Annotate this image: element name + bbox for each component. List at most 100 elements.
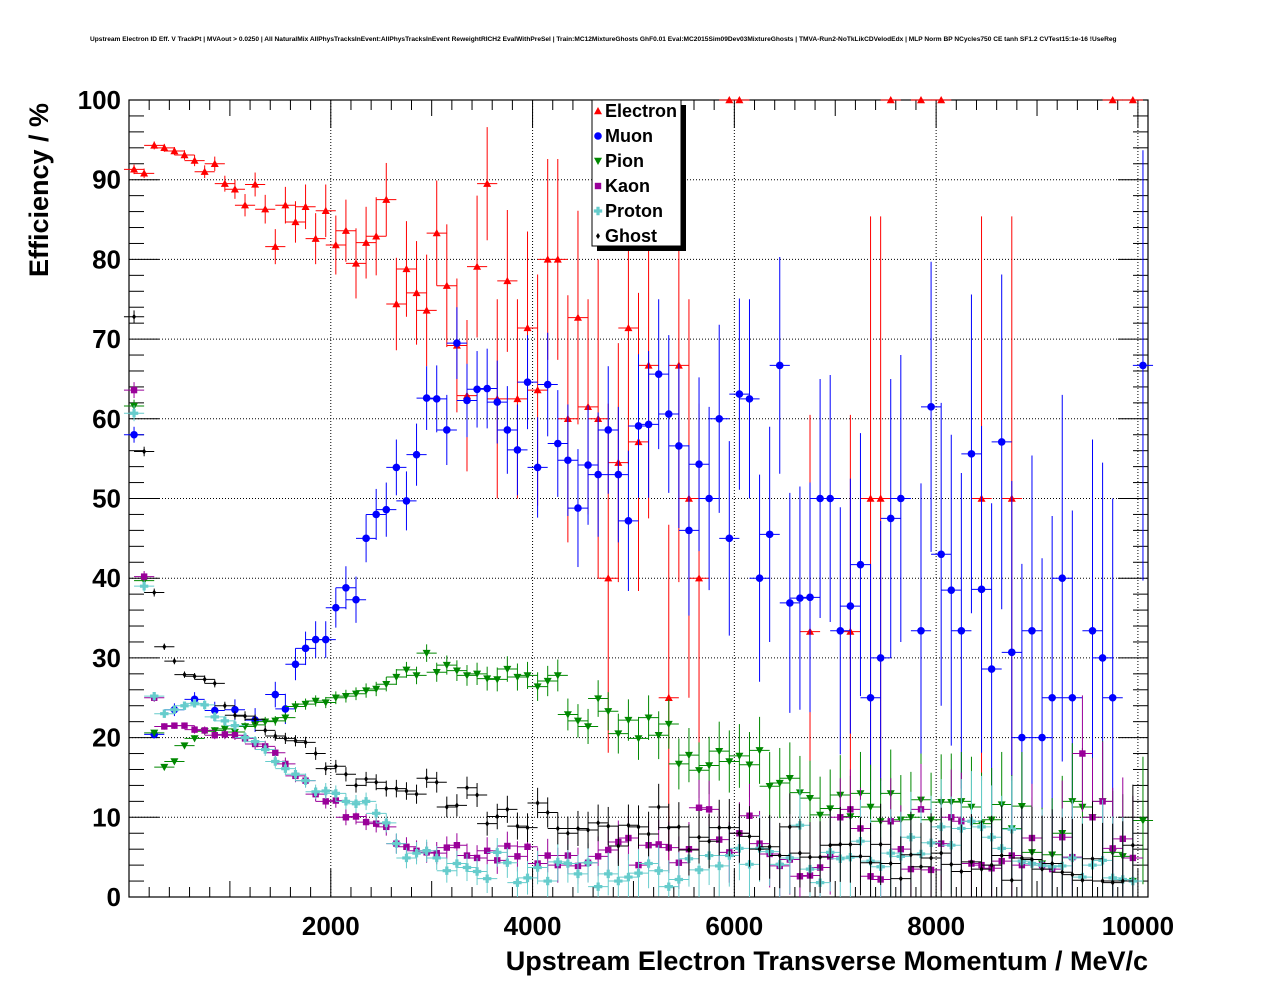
- data-point: [404, 787, 409, 794]
- series-ghost: [123, 310, 1143, 897]
- data-point: [271, 717, 280, 725]
- data-point: [846, 602, 855, 610]
- data-point: [453, 841, 461, 849]
- data-point: [212, 680, 217, 687]
- data-point: [505, 806, 510, 813]
- data-point: [636, 823, 641, 830]
- y-axis-title: Efficiency / %: [24, 103, 54, 277]
- data-point: [503, 665, 512, 674]
- y-tick-label: 70: [92, 324, 121, 354]
- data-point: [594, 470, 602, 479]
- data-point: [755, 747, 764, 755]
- data-point: [362, 238, 371, 246]
- data-point: [876, 654, 885, 662]
- data-point: [684, 751, 693, 760]
- x-tick-label: 10000: [1102, 911, 1174, 941]
- data-point: [695, 804, 703, 811]
- data-point: [897, 494, 905, 503]
- data-point: [352, 259, 361, 267]
- data-point: [816, 811, 825, 819]
- data-point: [139, 581, 149, 591]
- legend: Electron Muon Pion Kaon Proton Ghost: [591, 99, 686, 251]
- data-point: [453, 339, 461, 347]
- data-point: [485, 820, 490, 827]
- data-point: [321, 635, 330, 644]
- x-tick-label: 8000: [907, 911, 965, 941]
- data-point: [535, 799, 540, 806]
- data-point: [806, 593, 814, 602]
- data-point: [989, 862, 994, 869]
- data-point: [1139, 361, 1147, 370]
- legend-label-electron: Electron: [605, 101, 677, 121]
- data-point: [563, 711, 572, 719]
- data-point: [674, 875, 684, 884]
- data-point: [341, 692, 350, 701]
- data-point: [464, 784, 469, 791]
- data-point: [412, 848, 421, 858]
- data-point: [947, 586, 956, 594]
- data-point: [705, 762, 714, 770]
- data-point: [442, 866, 452, 875]
- data-point: [939, 850, 944, 857]
- data-point: [624, 517, 633, 525]
- data-point: [130, 165, 139, 173]
- data-point: [573, 869, 583, 879]
- data-point: [271, 242, 280, 250]
- data-point: [614, 470, 623, 479]
- legend-marker-muon: [594, 132, 602, 140]
- data-point: [211, 732, 218, 739]
- data-point: [272, 749, 279, 756]
- data-point: [240, 733, 250, 742]
- data-point: [170, 758, 179, 766]
- data-point: [341, 226, 350, 234]
- data-point: [160, 763, 169, 772]
- data-point: [806, 794, 815, 803]
- data-point: [372, 232, 381, 240]
- data-point: [403, 843, 410, 850]
- data-point: [243, 713, 248, 720]
- data-point: [695, 767, 704, 775]
- data-point: [1040, 866, 1045, 873]
- data-point: [727, 824, 732, 831]
- data-point: [432, 669, 441, 677]
- data-point: [685, 526, 693, 535]
- data-point: [483, 179, 492, 187]
- data-point: [321, 786, 330, 796]
- data-point: [1058, 574, 1067, 582]
- data-point: [777, 852, 782, 859]
- data-point: [634, 868, 643, 878]
- data-point: [261, 745, 270, 754]
- data-point: [432, 229, 441, 237]
- data-point: [586, 827, 591, 834]
- legend-marker-kaon: [594, 182, 602, 190]
- data-point: [321, 206, 330, 214]
- data-point: [382, 818, 391, 828]
- data-point: [533, 386, 542, 394]
- data-point: [594, 853, 602, 860]
- data-point: [747, 833, 752, 840]
- data-point: [523, 323, 532, 332]
- data-point: [191, 726, 198, 733]
- data-point: [392, 463, 401, 472]
- data-point: [858, 853, 863, 860]
- data-point: [170, 147, 179, 155]
- data-point: [664, 720, 673, 729]
- data-point: [604, 574, 613, 582]
- data-point: [192, 673, 197, 680]
- data-point: [553, 672, 562, 680]
- data-point: [200, 167, 209, 175]
- data-point: [664, 410, 673, 418]
- data-point: [493, 848, 502, 857]
- data-point: [483, 847, 491, 854]
- data-point: [364, 776, 369, 783]
- data-point: [432, 853, 441, 863]
- data-point: [584, 461, 592, 469]
- data-point: [573, 313, 582, 321]
- data-point: [271, 757, 280, 766]
- x-tick-label: 4000: [504, 911, 562, 941]
- data-point: [342, 583, 350, 592]
- data-point: [676, 823, 681, 830]
- data-point: [664, 693, 673, 701]
- data-point: [331, 241, 340, 249]
- y-tick-labels: 0 10 20 30 40 50 60 70 80 90 100: [78, 85, 121, 912]
